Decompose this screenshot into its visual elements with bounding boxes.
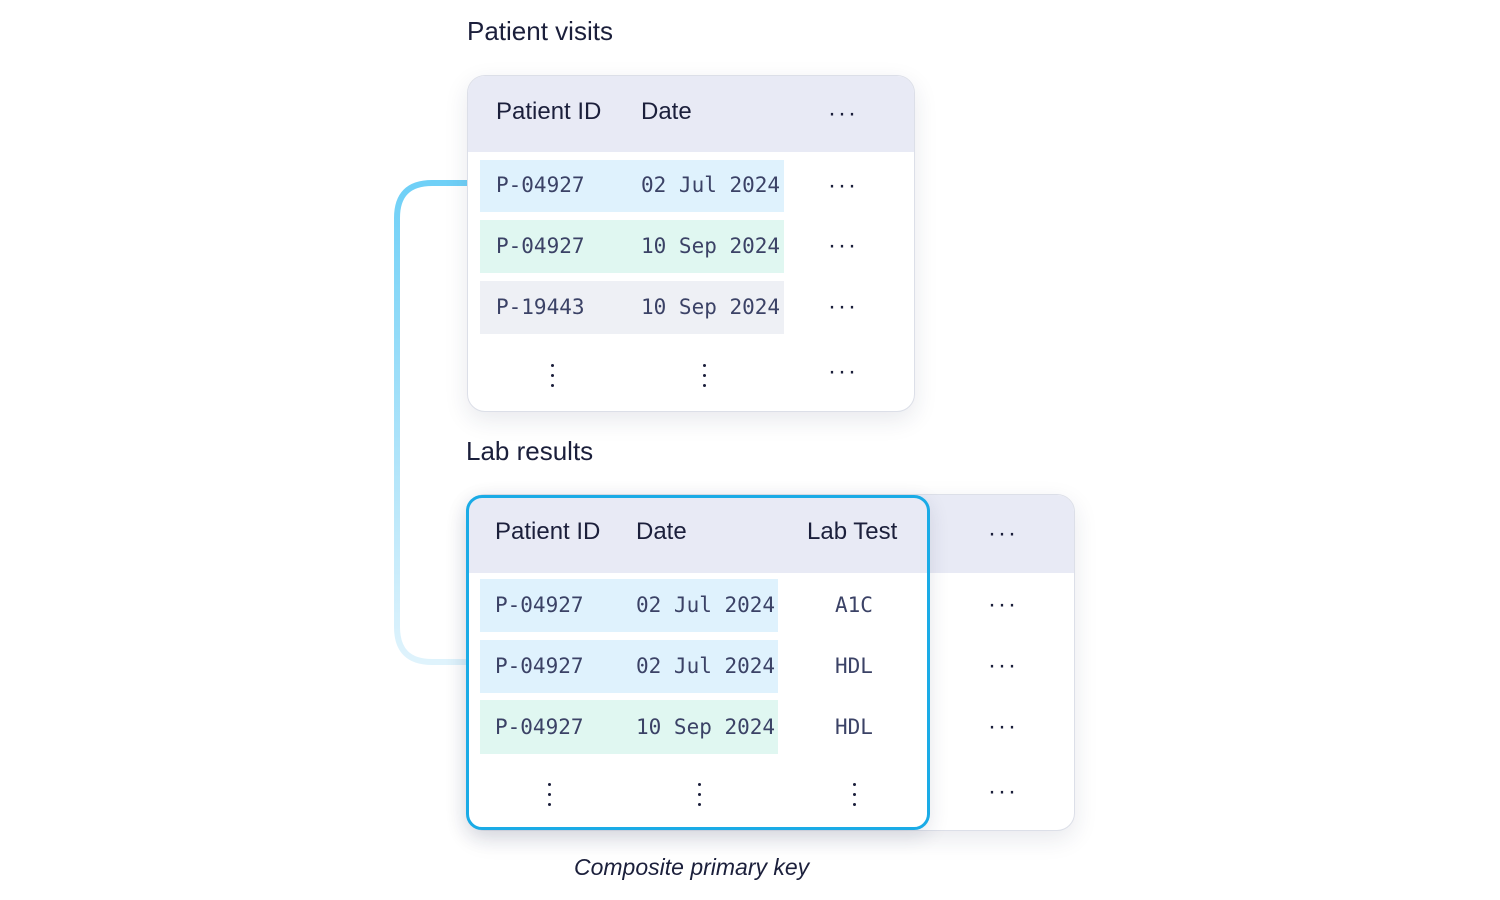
- column-header-more: ···: [828, 100, 858, 127]
- lab-results-table: Patient ID Date Lab Test ··· P-04927 02 …: [467, 494, 1075, 831]
- more-rows-indicator: [703, 364, 707, 394]
- cell-patient-id: P-19443: [496, 295, 585, 319]
- more-columns-indicator: ···: [988, 778, 1018, 805]
- table-row: [480, 700, 778, 754]
- column-header-patient-id: Patient ID: [496, 98, 602, 125]
- column-header-more: ···: [988, 520, 1018, 547]
- table-row: [480, 640, 778, 693]
- column-header-patient-id: Patient ID: [495, 518, 601, 545]
- cell-more: ···: [828, 232, 858, 259]
- cell-patient-id: P-04927: [495, 654, 584, 678]
- cell-lab-test: HDL: [835, 715, 873, 739]
- table-row: [480, 281, 784, 334]
- cell-lab-test: A1C: [835, 593, 873, 617]
- cell-patient-id: P-04927: [496, 173, 585, 197]
- cell-more: ···: [828, 293, 858, 320]
- more-rows-indicator: [698, 783, 702, 813]
- cell-date: 10 Sep 2024: [636, 715, 776, 739]
- cell-date: 02 Jul 2024: [641, 173, 781, 197]
- more-columns-indicator: ···: [828, 358, 858, 385]
- column-header-date: Date: [636, 518, 687, 545]
- cell-patient-id: P-04927: [495, 715, 584, 739]
- patient-visits-title: Patient visits: [467, 16, 613, 46]
- patient-visits-table: Patient ID Date ··· P-04927 02 Jul 2024 …: [467, 75, 915, 412]
- cell-patient-id: P-04927: [496, 234, 585, 258]
- column-header-lab-test: Lab Test: [807, 518, 898, 545]
- column-header-date: Date: [641, 98, 692, 125]
- cell-date: 10 Sep 2024: [641, 234, 781, 258]
- cell-more: ···: [988, 652, 1018, 679]
- cell-more: ···: [988, 713, 1018, 740]
- table-row: [480, 160, 784, 212]
- cell-lab-test: HDL: [835, 654, 873, 678]
- cell-patient-id: P-04927: [495, 593, 584, 617]
- table-row: [480, 220, 784, 273]
- table-header: [468, 495, 1074, 573]
- table-header: [468, 76, 914, 152]
- cell-more: ···: [988, 591, 1018, 618]
- cell-date: 02 Jul 2024: [636, 593, 776, 617]
- more-rows-indicator: [853, 783, 857, 813]
- more-rows-indicator: [551, 364, 555, 394]
- table-row: [480, 579, 778, 632]
- more-rows-indicator: [548, 783, 552, 813]
- cell-date: 02 Jul 2024: [636, 654, 776, 678]
- composite-key-highlight: [466, 495, 930, 830]
- composite-key-caption: Composite primary key: [574, 854, 810, 880]
- cell-more: ···: [828, 172, 858, 199]
- lab-results-title: Lab results: [466, 436, 594, 466]
- cell-date: 10 Sep 2024: [641, 295, 781, 319]
